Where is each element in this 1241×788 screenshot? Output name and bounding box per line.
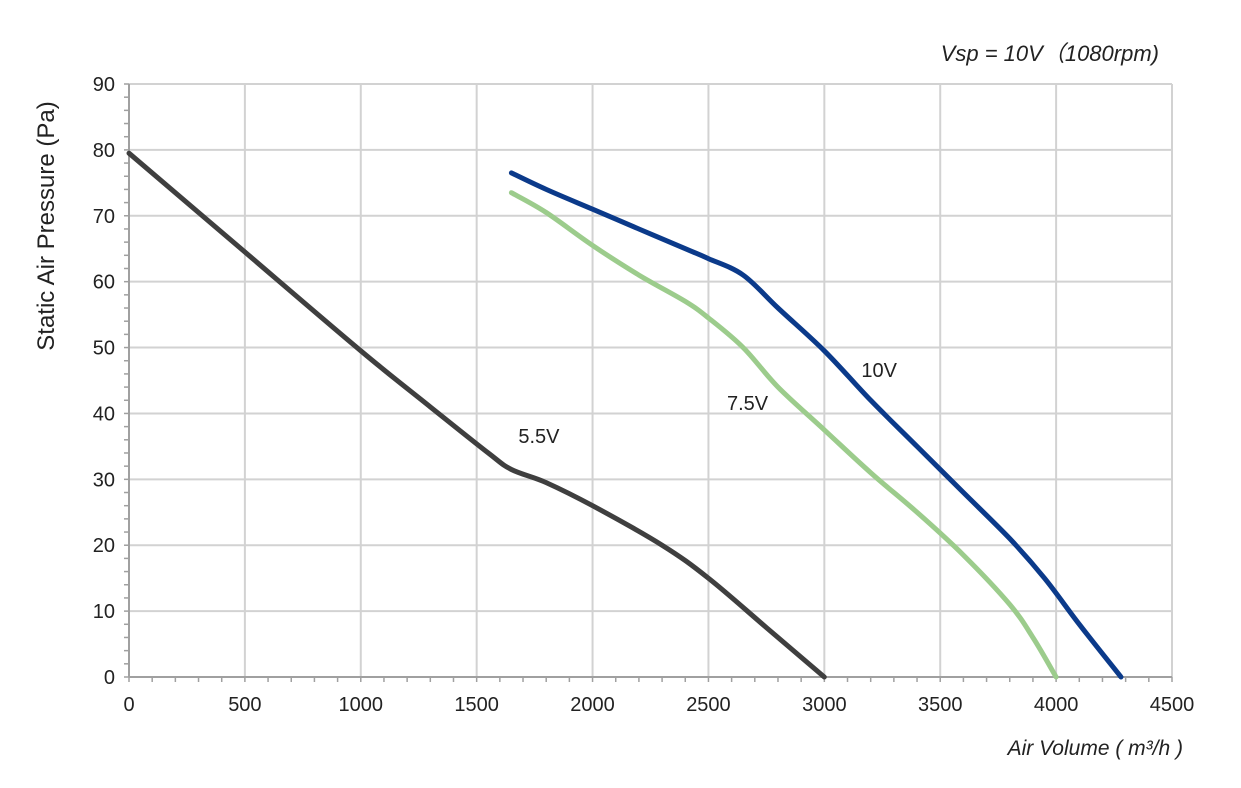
y-tick-label: 70	[93, 206, 115, 228]
series-label-7-5v: 7.5V	[727, 393, 769, 415]
y-tick-label: 30	[93, 469, 115, 491]
y-tick-label: 10	[93, 601, 115, 623]
y-tick-label: 40	[93, 403, 115, 425]
y-axis-label: Static Air Pressure (Pa)	[33, 101, 60, 351]
y-tick-label: 80	[93, 140, 115, 162]
axes	[124, 83, 1173, 682]
chart-subtitle: Vsp = 10V（1080rpm)	[940, 41, 1159, 66]
series-label-10v: 10V	[861, 360, 897, 382]
series-annotations: 5.5V 7.5V 10V	[518, 360, 897, 448]
x-tick-label: 1000	[339, 694, 384, 716]
x-tick-label: 0	[123, 694, 134, 716]
x-tick-label: 4000	[1034, 694, 1079, 716]
x-tick-label: 3000	[802, 694, 847, 716]
grid-lines	[129, 83, 1173, 677]
y-tick-label: 0	[104, 667, 115, 689]
series-label-5-5v: 5.5V	[518, 426, 560, 448]
y-tick-label: 50	[93, 338, 115, 360]
x-tick-label: 3500	[918, 694, 963, 716]
y-tick-label: 60	[93, 272, 115, 294]
y-tick-label: 20	[93, 535, 115, 557]
series-line-5-5v	[126, 150, 827, 680]
x-tick-label: 2500	[686, 694, 731, 716]
x-tick-label: 4500	[1150, 694, 1195, 716]
x-tick-label: 500	[228, 694, 261, 716]
x-axis-label: Air Volume ( m³/h )	[1007, 737, 1183, 760]
series-line-10v	[508, 170, 1124, 680]
series-line-7-5v	[508, 190, 1059, 680]
x-tick-label: 1500	[454, 694, 499, 716]
x-tick-label: 2000	[570, 694, 615, 716]
series-lines	[126, 150, 1124, 680]
y-tick-label: 90	[93, 74, 115, 96]
tick-labels: 0 500 1000 1500 2000 2500 3000 3500 4000 4500 0 10 2…	[93, 74, 1195, 716]
